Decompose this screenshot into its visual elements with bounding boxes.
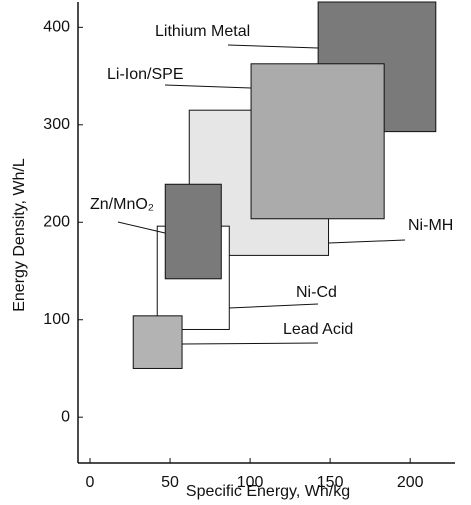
y-tick-label: 0 bbox=[61, 408, 70, 425]
box-label: Zn/MnO₂ bbox=[90, 196, 154, 213]
x-tick-label: 150 bbox=[317, 474, 344, 491]
x-tick-label: 50 bbox=[161, 474, 179, 491]
x-axis-label: Specific Energy, Wh/kg bbox=[186, 483, 350, 500]
leader-line bbox=[228, 303, 319, 309]
leader-line bbox=[227, 44, 319, 49]
box-label: Lithium Metal bbox=[155, 23, 250, 40]
x-tick-label: 0 bbox=[86, 474, 95, 491]
leader-line bbox=[117, 221, 166, 234]
x-tick-label: 100 bbox=[237, 474, 264, 491]
leader-line bbox=[181, 342, 319, 345]
box-label: Lead Acid bbox=[283, 321, 353, 338]
y-tick-label: 100 bbox=[43, 311, 70, 328]
y-tick-label: 200 bbox=[43, 213, 70, 230]
range-box bbox=[164, 183, 222, 280]
y-tick-label: 300 bbox=[43, 116, 70, 133]
leader-line bbox=[328, 239, 406, 244]
y-axis-label: Energy Density, Wh/L bbox=[11, 158, 28, 312]
range-box bbox=[132, 315, 183, 369]
box-label: Ni-MH bbox=[408, 217, 453, 234]
y-tick-label: 400 bbox=[43, 19, 70, 36]
leader-line bbox=[164, 84, 252, 89]
x-tick-label: 200 bbox=[397, 474, 424, 491]
range-box bbox=[250, 63, 385, 220]
box-label: Li-Ion/SPE bbox=[107, 66, 183, 83]
box-label: Ni-Cd bbox=[296, 284, 337, 301]
